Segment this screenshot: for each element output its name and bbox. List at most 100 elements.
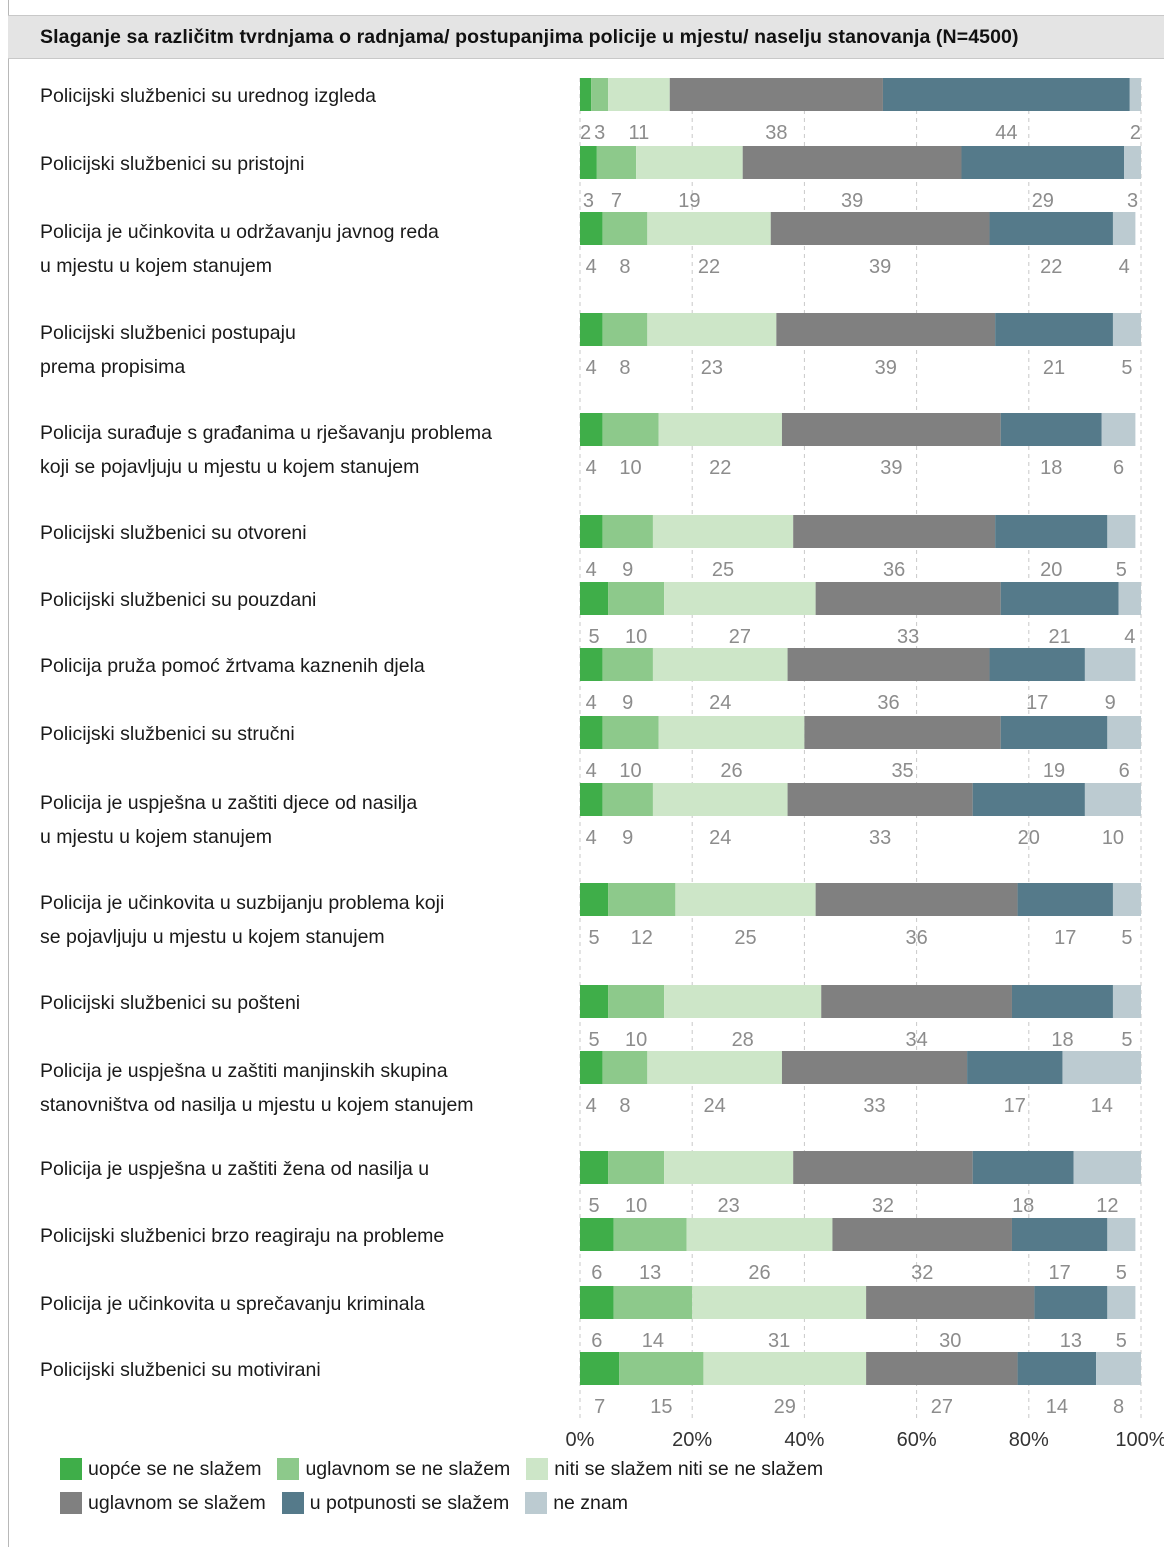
data-label: 5 xyxy=(1116,1330,1127,1352)
data-label: 22 xyxy=(709,457,731,479)
bar-segment xyxy=(1124,146,1141,179)
bar-segment xyxy=(776,313,996,346)
bar-segment xyxy=(787,648,990,681)
bar-segment xyxy=(596,146,637,179)
data-label: 25 xyxy=(734,927,756,949)
data-label: 33 xyxy=(863,1095,885,1117)
data-label: 38 xyxy=(765,122,787,144)
bar-segment xyxy=(580,1352,620,1385)
data-label: 22 xyxy=(698,256,720,278)
bar-segment xyxy=(602,313,648,346)
data-label: 4 xyxy=(586,760,597,782)
data-label: 6 xyxy=(1119,760,1130,782)
bar-segment xyxy=(602,783,653,816)
data-label: 4 xyxy=(586,357,597,379)
bar-segment xyxy=(580,146,597,179)
category-label: u mjestu u kojem stanujem xyxy=(40,255,272,277)
bar-segment xyxy=(580,212,603,245)
data-label: 27 xyxy=(729,626,751,648)
data-label: 4 xyxy=(586,256,597,278)
data-label: 4 xyxy=(586,692,597,714)
bar-segment xyxy=(686,1218,833,1251)
data-label: 10 xyxy=(1102,827,1124,849)
bar-segment xyxy=(781,1051,968,1084)
data-label: 9 xyxy=(622,827,633,849)
bar-segment xyxy=(815,883,1018,916)
legend-row: uopće se ne slažem uglavnom se ne slažem n… xyxy=(60,1452,1060,1486)
data-label: 13 xyxy=(639,1262,661,1284)
bar-segment xyxy=(591,78,609,111)
data-label: 31 xyxy=(768,1330,790,1352)
legend-swatch xyxy=(525,1492,548,1514)
bar-segment xyxy=(995,515,1108,548)
bar-segment xyxy=(580,1051,603,1084)
data-label: 13 xyxy=(1060,1330,1082,1352)
data-label: 5 xyxy=(1121,357,1132,379)
data-label: 3 xyxy=(583,190,594,212)
bar-segment xyxy=(602,212,648,245)
bar-segment xyxy=(669,78,883,111)
data-label: 32 xyxy=(872,1195,894,1217)
data-label: 10 xyxy=(625,626,647,648)
bar-segment xyxy=(613,1286,693,1319)
bar-segment xyxy=(580,1286,614,1319)
data-label: 4 xyxy=(586,457,597,479)
category-label: Policija je uspješna u zaštiti manjinski… xyxy=(40,1060,448,1082)
data-label: 5 xyxy=(588,927,599,949)
legend-label: ne znam xyxy=(553,1491,628,1514)
bar-segment xyxy=(1000,413,1102,446)
data-label: 12 xyxy=(631,927,653,949)
bar-segment xyxy=(580,515,603,548)
category-label: Policijski službenici su pristojni xyxy=(40,153,304,175)
data-label: 34 xyxy=(905,1029,927,1051)
bar-segment xyxy=(1062,1051,1141,1084)
bar-segment xyxy=(1101,413,1136,446)
category-label: se pojavljuju u mjestu u kojem stanujem xyxy=(40,926,385,948)
bar-segment xyxy=(1107,515,1136,548)
bar-segment xyxy=(580,313,603,346)
data-label: 17 xyxy=(1004,1095,1026,1117)
category-label: Policijski službenici su urednog izgleda xyxy=(40,85,376,107)
data-label: 33 xyxy=(897,626,919,648)
category-label: Policija je uspješna u zaštiti djece od … xyxy=(40,792,417,814)
chart-legend: uopće se ne slažem uglavnom se ne slažem n… xyxy=(60,1452,1060,1520)
legend-label: uglavnom se slažem xyxy=(88,1491,266,1514)
data-label: 6 xyxy=(591,1330,602,1352)
bar-segment xyxy=(804,716,1001,749)
bar-segment xyxy=(652,515,794,548)
bar-segment xyxy=(866,1286,1035,1319)
bar-segment xyxy=(619,1352,704,1385)
bar-segment xyxy=(647,1051,782,1084)
data-label: 4 xyxy=(586,827,597,849)
data-label: 4 xyxy=(1124,626,1135,648)
data-label: 21 xyxy=(1043,357,1065,379)
category-label: Policijski službenici su pouzdani xyxy=(40,589,316,611)
bar-segment xyxy=(602,648,653,681)
bar-segment xyxy=(866,1352,1018,1385)
bar-segment xyxy=(793,1151,973,1184)
data-label: 30 xyxy=(939,1330,961,1352)
category-label: prema propisima xyxy=(40,356,185,378)
bar-segment xyxy=(742,146,962,179)
category-label: Policija surađuje s građanima u rješavan… xyxy=(40,422,492,444)
bar-segment xyxy=(1112,985,1141,1018)
data-label: 36 xyxy=(877,692,899,714)
category-label: u mjestu u kojem stanujem xyxy=(40,826,272,848)
bar-segment xyxy=(1112,212,1136,245)
category-label: Policijski službenici brzo reagiraju na … xyxy=(40,1225,444,1247)
bar-segment xyxy=(636,146,743,179)
bar-segment xyxy=(580,783,603,816)
data-label: 8 xyxy=(1113,1396,1124,1418)
legend-label: u potpunosti se slažem xyxy=(309,1491,510,1514)
data-label: 27 xyxy=(931,1396,953,1418)
bar-segment xyxy=(658,413,782,446)
legend-item: uglavnom se slažem xyxy=(60,1492,266,1515)
category-label: Policija je učinkovita u sprečavanju kri… xyxy=(40,1293,425,1315)
data-label: 9 xyxy=(622,692,633,714)
bar-segment xyxy=(989,648,1085,681)
category-label: Policija pruža pomoć žrtvama kaznenih dj… xyxy=(40,655,425,677)
bar-segment xyxy=(1011,1218,1108,1251)
bar-segment xyxy=(1096,1352,1141,1385)
bar-segment xyxy=(882,78,1130,111)
